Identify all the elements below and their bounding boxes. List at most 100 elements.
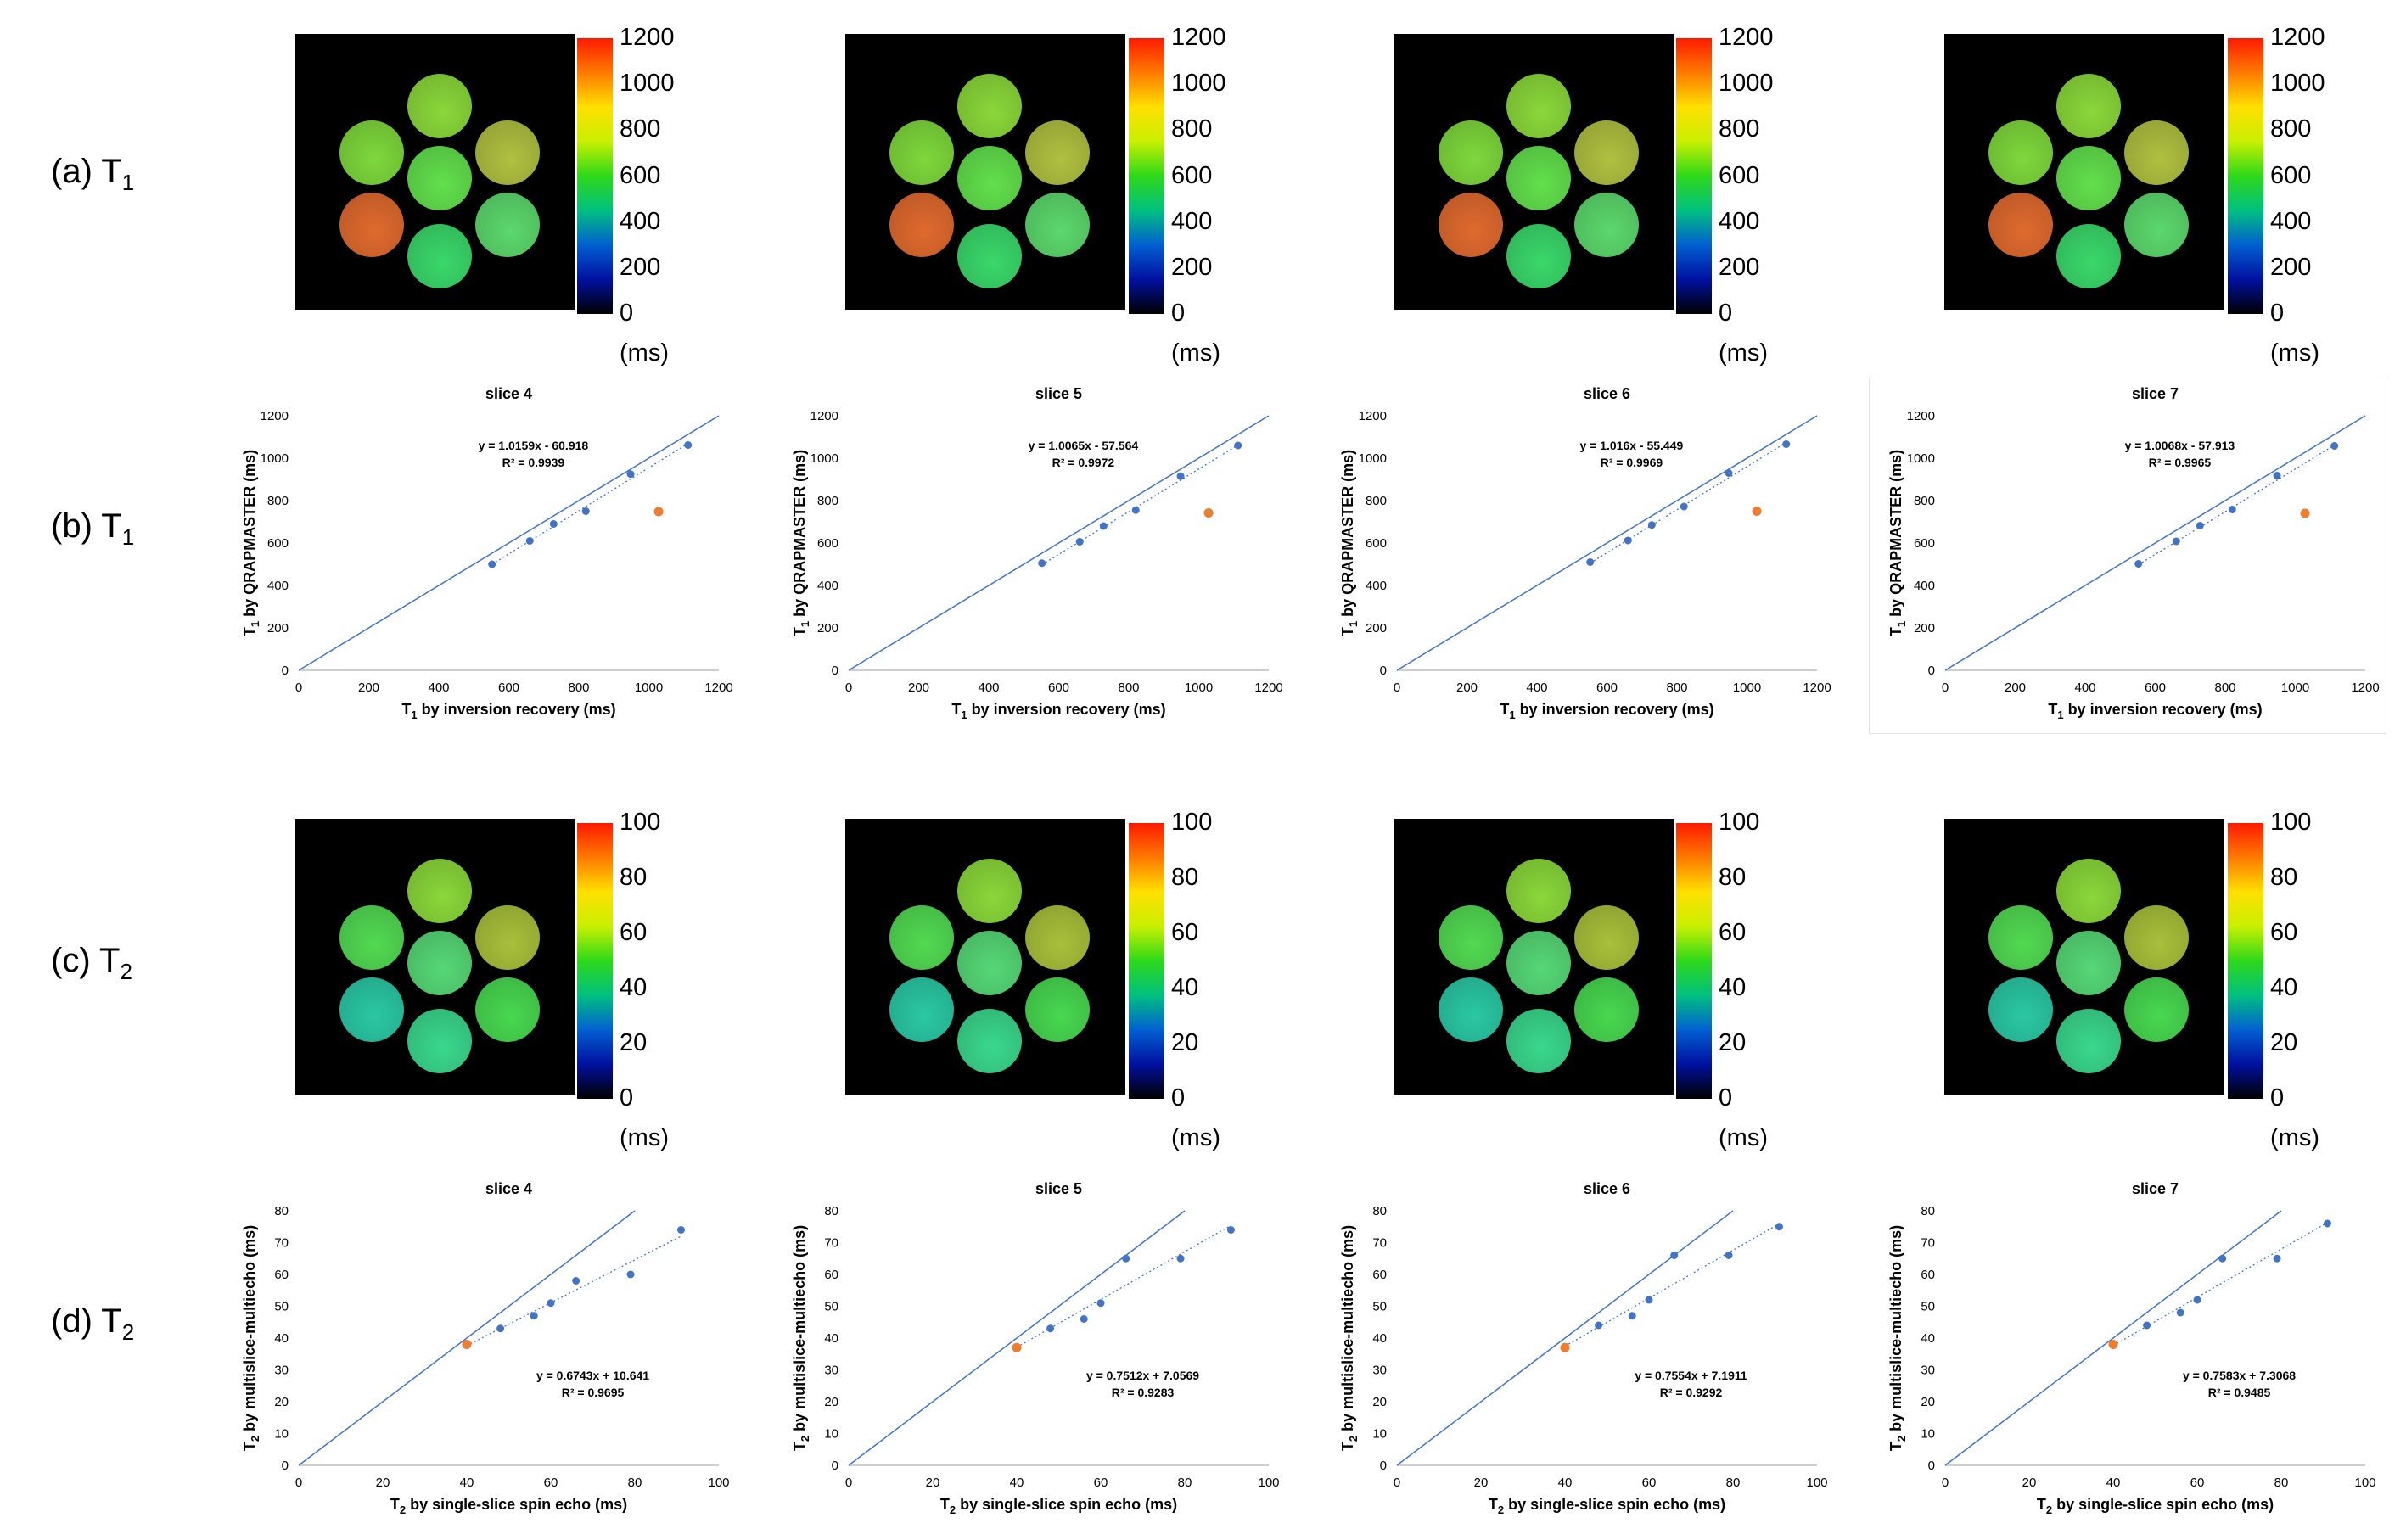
phantom-vial	[957, 74, 1022, 138]
colorbar-gradient	[2228, 38, 2263, 314]
colorbar-tick-label: 100	[2270, 809, 2312, 836]
x-tick-label: 20	[376, 1476, 390, 1490]
x-tick-label: 400	[2074, 680, 2095, 695]
phantom-vial	[475, 977, 540, 1042]
colorbar-tick-label: 1200	[1719, 24, 1774, 51]
trend-line	[2112, 1222, 2328, 1347]
y-tick-label: 800	[1366, 494, 1387, 508]
y-tick-label: 10	[1921, 1427, 1935, 1442]
x-tick-label: 1000	[1185, 680, 1213, 695]
phantom-vial	[1025, 120, 1090, 185]
colorbar-tick-label: 0	[2270, 300, 2285, 327]
phantom-vial	[1025, 905, 1090, 970]
colorbar-tick-label: 1200	[2270, 24, 2325, 51]
fit-r-squared: R² = 0.9485	[2208, 1386, 2271, 1399]
x-tick-label: 100	[708, 1476, 729, 1490]
colorbar-tick-label: 800	[1171, 115, 1213, 143]
scatter-plot-slice-7: slice 7 0 20 40 60 80 100 0 10 20 30 40 50 60 70 80 T2 b…	[1869, 1173, 2386, 1529]
outlier-point	[1752, 507, 1762, 516]
x-tick-label: 200	[908, 680, 929, 695]
fit-r-squared: R² = 0.9965	[2149, 456, 2212, 469]
y-tick-label: 20	[1372, 1395, 1387, 1409]
y-tick-label: 40	[274, 1331, 289, 1346]
y-axis-label: T1 by QRAPMASTER (ms)	[241, 450, 261, 636]
x-tick-label: 0	[1942, 680, 1949, 695]
x-tick-label: 0	[845, 680, 852, 695]
identity-line	[848, 415, 1270, 671]
phantom-vial	[1506, 146, 1571, 210]
x-tick-label: 400	[978, 680, 999, 695]
y-tick-label: 400	[817, 579, 838, 593]
data-point	[2196, 522, 2204, 529]
y-tick-label: 50	[274, 1300, 289, 1314]
t2-colorbar	[1676, 823, 1712, 1099]
x-tick-label: 600	[498, 680, 519, 695]
scatter-plot-slice-4: slice 4 0 20 40 60 80 100 0 10 20 30 40 50 60 70 80 T2 b…	[222, 1173, 740, 1529]
colorbar-tick-label: 800	[620, 115, 661, 143]
y-tick-label: 30	[824, 1364, 838, 1378]
y-axis-label: T2 by multislice-multiecho (ms)	[791, 1225, 811, 1451]
phantom-vial	[1506, 1009, 1571, 1073]
x-tick-label: 0	[1394, 1476, 1400, 1490]
t2-map-slice-6	[1394, 819, 1674, 1095]
colorbar-tick-label: 1200	[1171, 24, 1226, 51]
fit-equation: y = 0.7554x + 7.1911	[1635, 1369, 1747, 1382]
t2-map-slice-5	[845, 819, 1125, 1095]
x-tick-label: 1200	[2351, 680, 2379, 695]
phantom-vial	[1988, 120, 2053, 185]
colorbar-gradient	[1129, 38, 1164, 314]
x-axis-label: T2 by single-slice spin echo (ms)	[390, 1496, 627, 1516]
y-tick-label: 60	[1372, 1268, 1387, 1282]
plot-title: slice 4	[485, 385, 532, 402]
x-tick-label: 600	[1596, 680, 1618, 695]
colorbar-gradient	[1676, 823, 1712, 1099]
y-tick-label: 1000	[1359, 451, 1387, 466]
phantom-vial	[475, 120, 540, 185]
colorbar-tick-label: 80	[620, 864, 648, 891]
colorbar-tick-label: 80	[2270, 864, 2298, 891]
colorbar-unit-label: (ms)	[1171, 339, 1220, 367]
colorbar-tick-label: 60	[1719, 919, 1747, 946]
y-tick-label: 70	[1921, 1236, 1935, 1251]
plot-title: slice 6	[1584, 1180, 1630, 1197]
y-tick-label: 1200	[810, 409, 838, 423]
y-tick-label: 600	[1914, 536, 1935, 551]
y-tick-label: 10	[1372, 1427, 1387, 1442]
y-tick-label: 70	[824, 1236, 838, 1251]
phantom-vial	[1439, 977, 1503, 1042]
data-point	[2273, 472, 2281, 479]
x-tick-label: 0	[295, 680, 302, 695]
data-point	[1647, 521, 1656, 529]
colorbar-unit-label: (ms)	[2270, 1124, 2319, 1151]
colorbar-tick-label: 20	[620, 1029, 648, 1056]
colorbar-tick-label: 60	[620, 919, 648, 946]
x-tick-label: 80	[2274, 1476, 2289, 1490]
colorbar-tick-label: 200	[620, 253, 661, 281]
colorbar-tick-label: 100	[620, 809, 661, 836]
x-tick-label: 1000	[635, 680, 663, 695]
colorbar-tick-label: 1200	[620, 24, 675, 51]
x-tick-label: 600	[1048, 680, 1069, 695]
x-axis-label: T1 by inversion recovery (ms)	[2048, 701, 2262, 721]
phantom-vial	[889, 193, 954, 257]
data-point	[581, 507, 590, 515]
colorbar-unit-label: (ms)	[620, 1124, 669, 1151]
y-tick-label: 200	[267, 621, 289, 636]
colorbar-tick-label: 60	[2270, 919, 2298, 946]
x-tick-label: 800	[2214, 680, 2235, 695]
fit-equation: y = 1.0068x - 57.913	[2125, 439, 2235, 452]
colorbar-tick-label: 800	[1719, 115, 1760, 143]
colorbar-tick-label: 200	[1719, 253, 1760, 281]
data-point	[2193, 1296, 2201, 1304]
phantom-vial	[889, 977, 954, 1042]
x-tick-label: 40	[460, 1476, 474, 1490]
data-point	[2172, 537, 2180, 546]
data-point	[1234, 441, 1242, 450]
colorbar-tick-label: 1000	[620, 70, 675, 98]
phantom-vial	[407, 859, 472, 923]
phantom-vial	[339, 905, 404, 970]
y-tick-label: 30	[1921, 1364, 1935, 1378]
fit-r-squared: R² = 0.9292	[1660, 1386, 1723, 1399]
colorbar-tick-label: 400	[1719, 207, 1760, 235]
colorbar-tick-label: 40	[1719, 974, 1747, 1001]
